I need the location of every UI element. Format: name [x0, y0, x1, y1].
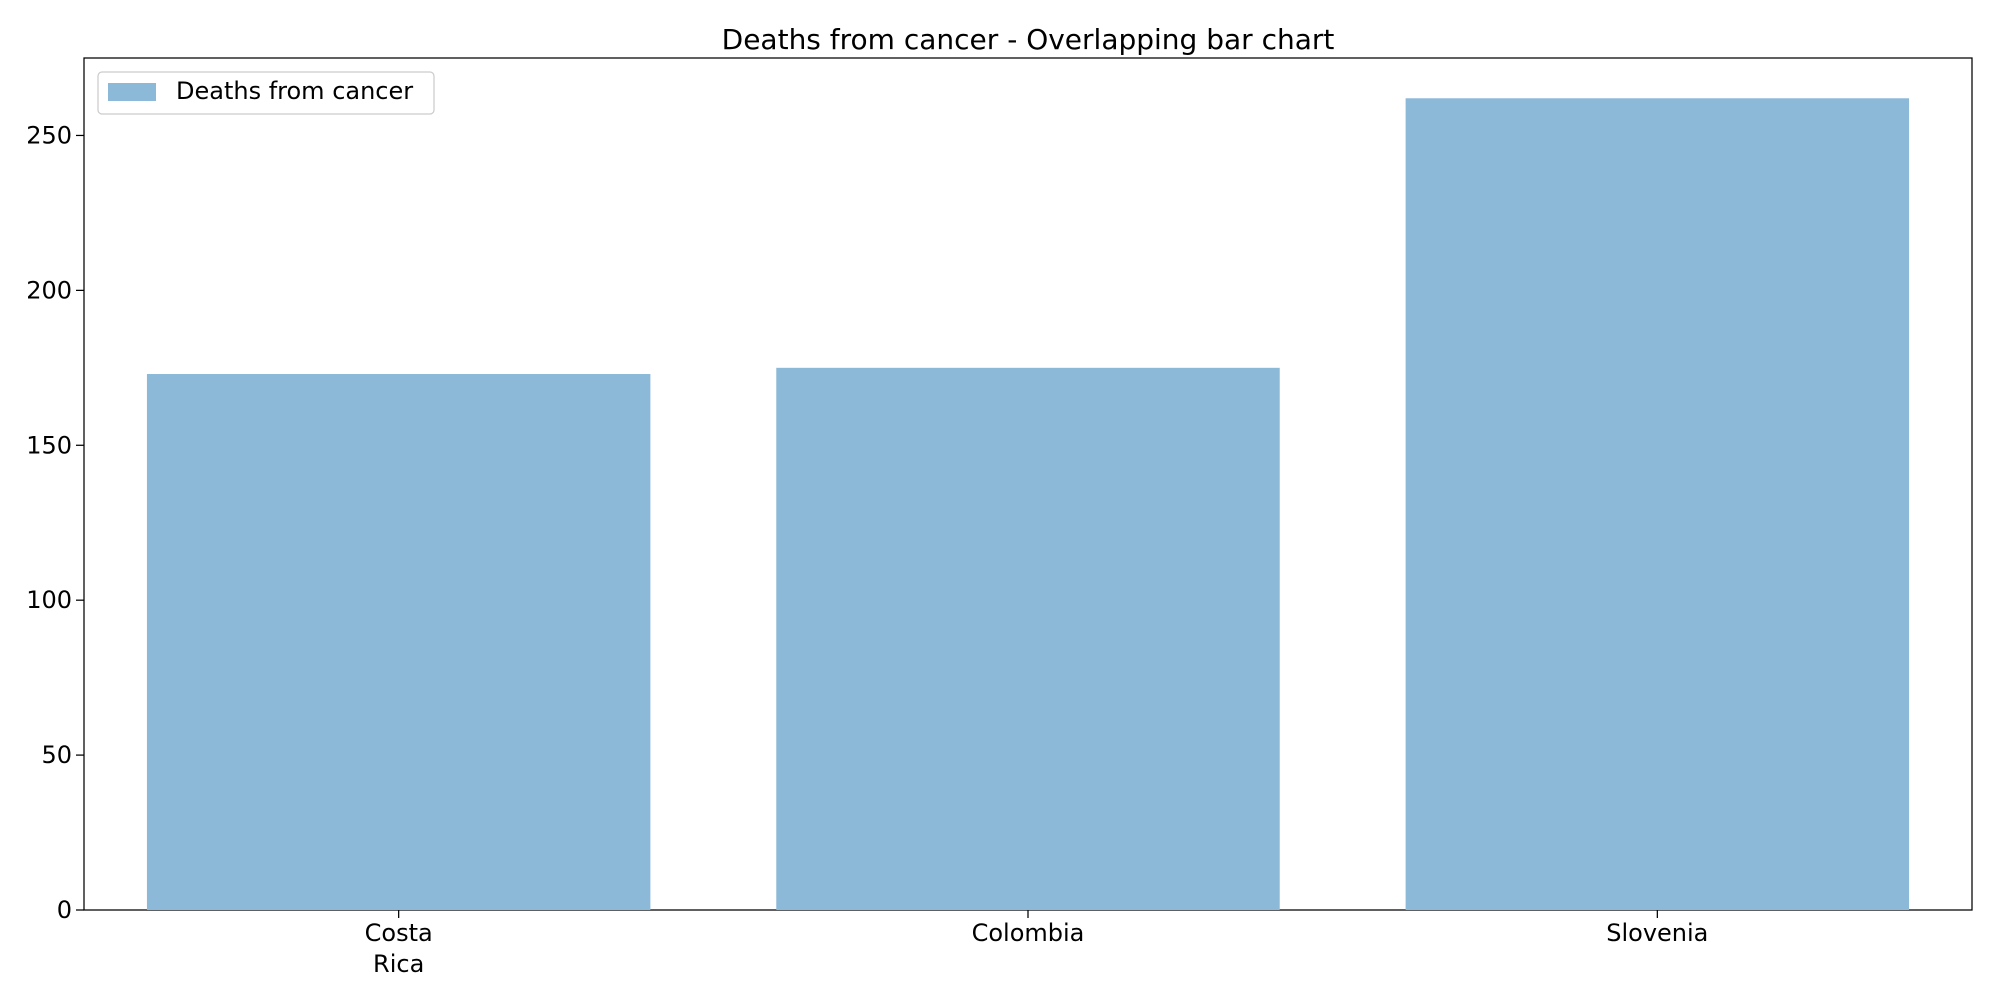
x-tick-label-line-1-0: Colombia: [972, 919, 1085, 947]
y-axis: 0 50 100 150 200 250: [26, 121, 84, 924]
bars-layer: [146, 98, 1910, 911]
y-tick-label-2: 100: [26, 586, 72, 614]
bar-0: [146, 374, 651, 911]
x-axis: Costa Rica Colombia Slovenia: [365, 910, 1708, 978]
y-tick-label-4: 200: [26, 276, 72, 304]
y-tick-label-1: 50: [41, 741, 72, 769]
x-tick-label-line-0-1: Rica: [373, 950, 424, 978]
legend: Deaths from cancer: [97, 71, 435, 115]
x-tick-label-line-2-0: Slovenia: [1606, 919, 1708, 947]
legend-swatch-0: [108, 83, 156, 101]
chart-title: Deaths from cancer - Overlapping bar cha…: [722, 23, 1335, 56]
y-tick-label-5: 250: [26, 121, 72, 149]
y-tick-label-0: 0: [57, 896, 72, 924]
bar-2: [1405, 98, 1910, 910]
x-tick-label-2: Slovenia: [1606, 919, 1708, 947]
x-tick-label-1: Colombia: [972, 919, 1085, 947]
legend-label-0: Deaths from cancer: [176, 77, 413, 105]
x-tick-label-line-0-0: Costa: [365, 919, 433, 947]
y-tick-label-3: 150: [26, 431, 72, 459]
legend-box: [97, 71, 435, 115]
x-tick-label-0: Costa Rica: [365, 919, 433, 978]
bar-1: [776, 367, 1280, 910]
